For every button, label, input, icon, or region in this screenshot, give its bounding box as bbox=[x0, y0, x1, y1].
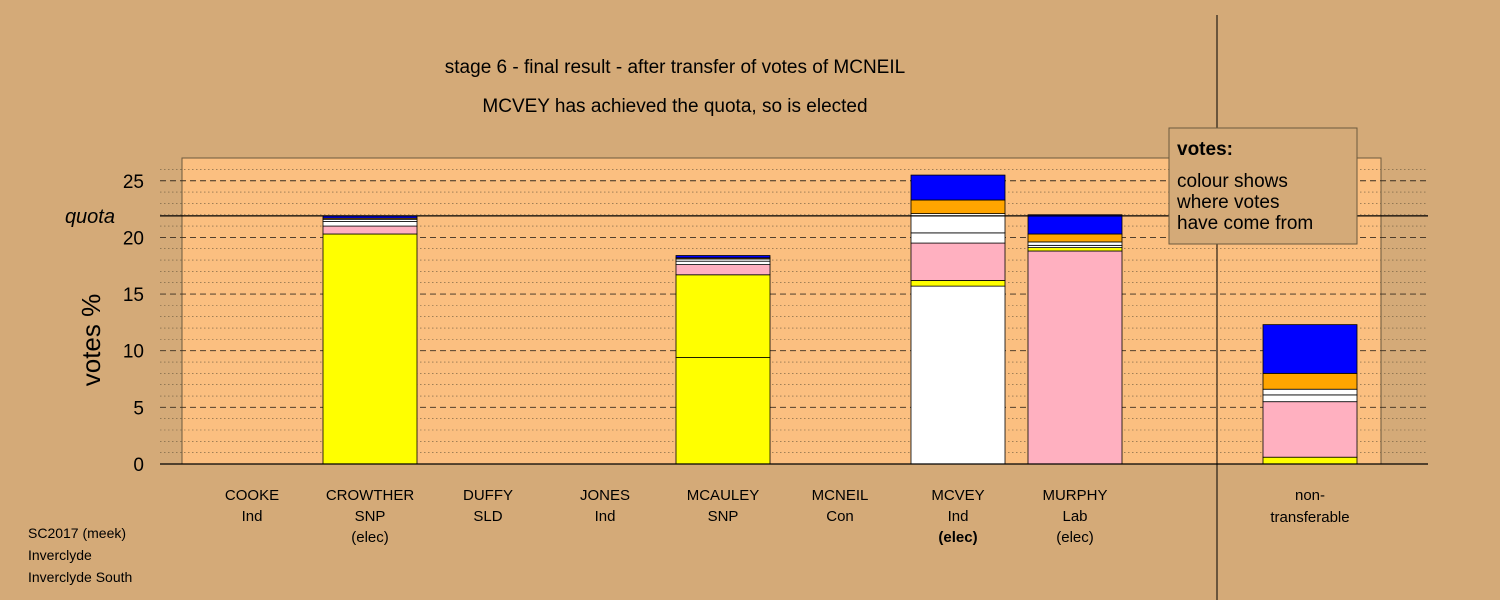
bar-segment bbox=[910, 232, 1006, 244]
bar-segment bbox=[322, 233, 418, 465]
chart-subtitle: MCVEY has achieved the quota, so is elec… bbox=[482, 96, 867, 117]
candidate-status-label: (elec) bbox=[938, 529, 977, 546]
footer-line-1: SC2017 (meek) bbox=[28, 525, 126, 541]
bar-segment bbox=[675, 260, 771, 265]
legend: votes: colour shows where votes have com… bbox=[1168, 127, 1358, 245]
bar-segment bbox=[910, 285, 1006, 465]
footer-line-2: Inverclyde bbox=[28, 547, 92, 563]
candidate-party-label: Ind bbox=[595, 508, 616, 525]
bar-segment bbox=[1027, 233, 1123, 243]
quota-label: quota bbox=[65, 206, 115, 228]
candidate-name-label: DUFFY bbox=[463, 487, 513, 504]
footer-line-3: Inverclyde South bbox=[28, 569, 132, 585]
y-axis-label: votes % bbox=[76, 294, 106, 387]
candidate-name-label: MCVEY bbox=[931, 487, 984, 504]
bar-segment bbox=[675, 274, 771, 358]
y-tick-label: 25 bbox=[123, 172, 144, 193]
bar-segment bbox=[910, 280, 1006, 287]
candidate-name-label: MCNEIL bbox=[812, 487, 869, 504]
bar-segment bbox=[1262, 401, 1358, 458]
y-tick-label: 15 bbox=[123, 285, 144, 306]
bar-segment bbox=[910, 242, 1006, 281]
candidate-name-label: COOKE bbox=[225, 487, 279, 504]
bar-segment bbox=[322, 225, 418, 235]
legend-line-2: where votes bbox=[1176, 192, 1279, 213]
legend-line-3: have come from bbox=[1177, 213, 1313, 234]
y-tick-label: 10 bbox=[123, 342, 144, 363]
bar-segment bbox=[1262, 456, 1358, 465]
nontransferable-label-2: transferable bbox=[1270, 509, 1349, 526]
bar-segment bbox=[1262, 372, 1358, 390]
bar-segment bbox=[1262, 388, 1358, 396]
candidate-status-label: (elec) bbox=[351, 529, 389, 546]
candidate-name-label: JONES bbox=[580, 487, 630, 504]
candidate-status-label: (elec) bbox=[1056, 529, 1094, 546]
candidate-party-label: SNP bbox=[708, 508, 739, 525]
candidate-name-label: CROWTHER bbox=[326, 487, 414, 504]
candidate-party-label: SLD bbox=[473, 508, 502, 525]
bar-segment bbox=[1027, 214, 1123, 235]
candidate-party-label: Ind bbox=[242, 508, 263, 525]
bar-segment bbox=[1262, 324, 1358, 374]
bar-segment bbox=[1027, 250, 1123, 465]
candidate-party-label: Lab bbox=[1062, 508, 1087, 525]
bars bbox=[322, 174, 1358, 465]
candidate-party-label: Ind bbox=[948, 508, 969, 525]
category-labels: COOKE Ind CROWTHER SNP (elec) DUFFY SLD JONES In… bbox=[225, 487, 1108, 546]
legend-line-1: colour shows bbox=[1177, 171, 1288, 192]
chart-title: stage 6 - final result - after transfer … bbox=[445, 57, 905, 78]
bar-segment bbox=[1027, 241, 1123, 246]
nontransferable-label-1: non- bbox=[1295, 487, 1325, 504]
bar-segment bbox=[910, 199, 1006, 215]
candidate-party-label: SNP bbox=[355, 508, 386, 525]
bar-segment bbox=[675, 255, 771, 259]
candidate-name-label: MURPHY bbox=[1042, 487, 1107, 504]
bar-segment bbox=[322, 221, 418, 227]
y-tick-label: 0 bbox=[133, 455, 144, 476]
legend-box bbox=[1168, 127, 1358, 245]
bar-segment bbox=[675, 357, 771, 465]
bar-segment bbox=[910, 213, 1006, 234]
y-tick-label: 20 bbox=[123, 228, 144, 249]
candidate-name-label: MCAULEY bbox=[687, 487, 760, 504]
legend-title: votes: bbox=[1177, 139, 1233, 160]
candidate-party-label: Con bbox=[826, 508, 854, 525]
bar-segment bbox=[910, 174, 1006, 201]
y-tick-label: 5 bbox=[133, 398, 144, 419]
bar-segment bbox=[1027, 247, 1123, 252]
bar-segment bbox=[675, 264, 771, 276]
bar-segment bbox=[1262, 394, 1358, 403]
